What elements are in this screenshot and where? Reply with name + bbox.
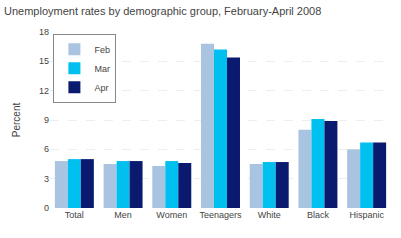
svg-text:6: 6 — [44, 144, 49, 154]
svg-text:3: 3 — [44, 174, 49, 184]
svg-text:Teenagers: Teenagers — [199, 210, 242, 220]
svg-text:White: White — [258, 210, 281, 220]
svg-text:0: 0 — [44, 203, 49, 213]
svg-text:Apr: Apr — [94, 83, 108, 93]
svg-text:Men: Men — [114, 210, 132, 220]
svg-text:Unemployment rates by demograp: Unemployment rates by demographic group,… — [4, 5, 321, 17]
svg-text:12: 12 — [39, 86, 49, 96]
svg-text:Percent: Percent — [11, 103, 22, 138]
svg-text:Hispanic: Hispanic — [349, 210, 384, 220]
svg-text:15: 15 — [39, 56, 49, 66]
svg-text:9: 9 — [44, 115, 49, 125]
svg-text:Total: Total — [65, 210, 84, 220]
svg-text:18: 18 — [39, 27, 49, 37]
svg-text:Black: Black — [307, 210, 330, 220]
svg-text:Women: Women — [156, 210, 187, 220]
svg-text:Feb: Feb — [94, 45, 110, 55]
svg-text:Mar: Mar — [94, 64, 110, 74]
